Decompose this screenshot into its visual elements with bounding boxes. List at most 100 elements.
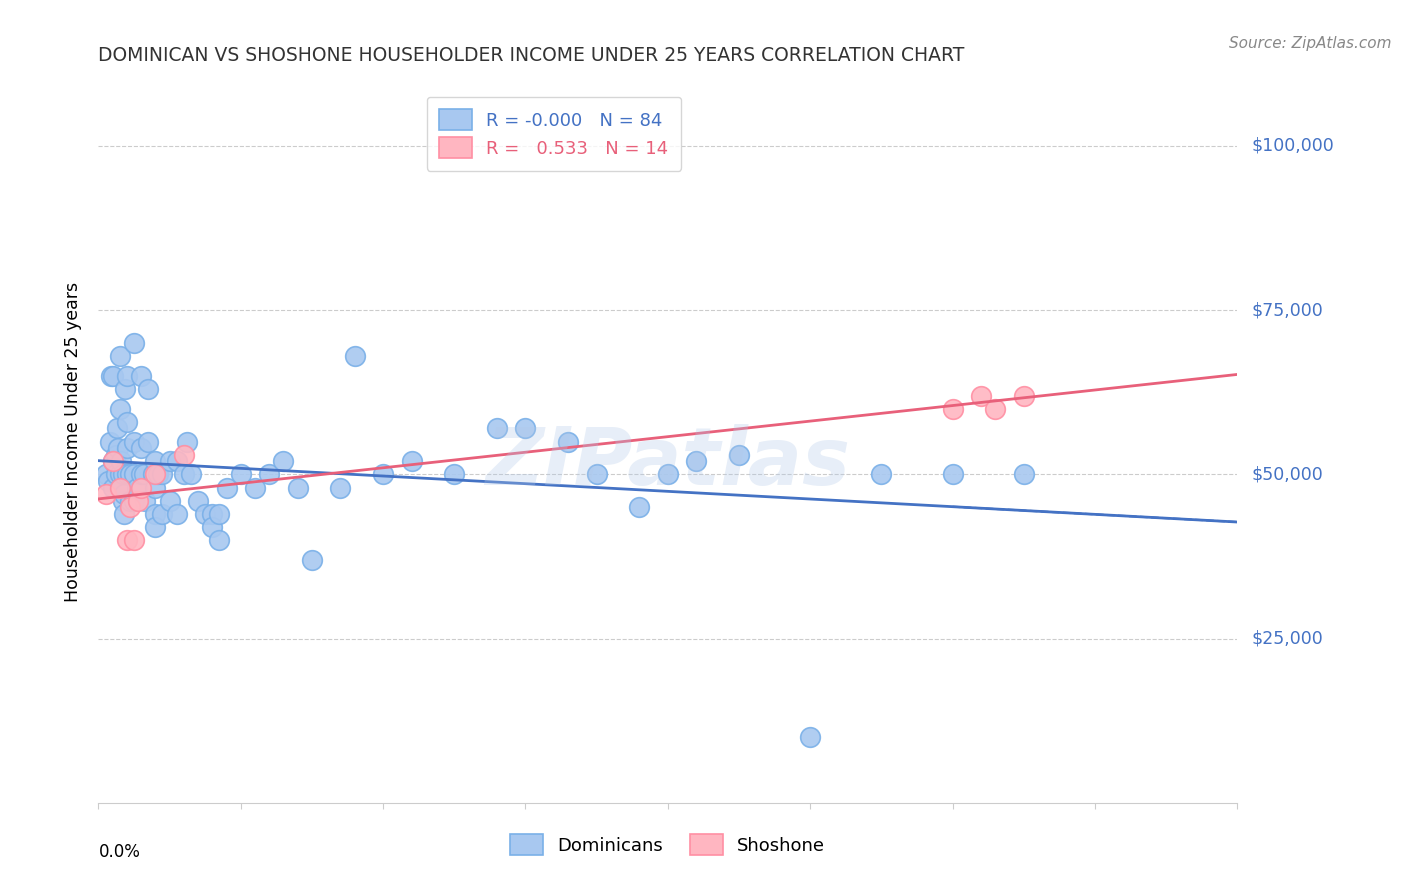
Point [373, 467, 395, 482]
Point [136, 382, 159, 396]
Point [201, 520, 224, 534]
Legend: Dominicans, Shoshone: Dominicans, Shoshone [499, 823, 837, 866]
Point [101, 368, 124, 383]
Point [152, 507, 174, 521]
Point [166, 454, 188, 468]
Point [125, 481, 148, 495]
Point [287, 481, 309, 495]
Point [110, 454, 132, 468]
Point [557, 434, 579, 449]
Point [98, 434, 121, 449]
Point [208, 533, 231, 547]
Point [148, 467, 170, 482]
Point [443, 467, 465, 482]
Point [118, 500, 141, 515]
Point [159, 454, 181, 468]
Point [243, 481, 266, 495]
Point [984, 401, 1007, 416]
Point [159, 493, 181, 508]
Point [166, 507, 188, 521]
Point [115, 441, 138, 455]
Point [115, 368, 138, 383]
Point [970, 388, 993, 402]
Point [132, 467, 155, 482]
Text: Source: ZipAtlas.com: Source: ZipAtlas.com [1229, 36, 1392, 51]
Text: $25,000: $25,000 [1251, 630, 1323, 648]
Point [94, 467, 117, 482]
Point [115, 467, 138, 482]
Point [101, 454, 124, 468]
Point [870, 467, 893, 482]
Point [122, 336, 145, 351]
Point [942, 401, 965, 416]
Point [215, 481, 238, 495]
Point [141, 467, 163, 482]
Point [208, 507, 231, 521]
Point [129, 467, 152, 482]
Point [127, 493, 149, 508]
Point [118, 493, 141, 508]
Point [201, 507, 224, 521]
Point [100, 368, 122, 383]
Point [129, 441, 152, 455]
Point [173, 467, 195, 482]
Point [115, 415, 138, 429]
Point [111, 493, 134, 508]
Point [122, 533, 145, 547]
Point [108, 401, 131, 416]
Point [343, 349, 366, 363]
Point [112, 487, 135, 501]
Point [112, 507, 135, 521]
Y-axis label: Householder Income Under 25 years: Householder Income Under 25 years [65, 282, 83, 601]
Point [173, 448, 195, 462]
Point [401, 454, 423, 468]
Point [259, 467, 281, 482]
Point [129, 368, 152, 383]
Point [101, 454, 124, 468]
Point [108, 467, 131, 482]
Point [108, 481, 131, 495]
Point [94, 487, 117, 501]
Point [329, 481, 352, 495]
Text: $50,000: $50,000 [1251, 466, 1323, 483]
Text: DOMINICAN VS SHOSHONE HOUSEHOLDER INCOME UNDER 25 YEARS CORRELATION CHART: DOMINICAN VS SHOSHONE HOUSEHOLDER INCOME… [98, 45, 965, 65]
Point [685, 454, 707, 468]
Point [105, 421, 128, 435]
Point [486, 421, 509, 435]
Point [273, 454, 295, 468]
Point [145, 520, 167, 534]
Point [728, 448, 751, 462]
Point [115, 533, 138, 547]
Point [145, 481, 167, 495]
Point [180, 467, 202, 482]
Point [108, 481, 131, 495]
Point [104, 448, 127, 462]
Point [122, 493, 145, 508]
Point [187, 493, 209, 508]
Point [585, 467, 607, 482]
Text: ZIPatlas: ZIPatlas [485, 425, 851, 502]
Point [152, 467, 174, 482]
Point [97, 474, 120, 488]
Point [145, 467, 167, 482]
Point [136, 434, 159, 449]
Point [657, 467, 679, 482]
Point [1012, 467, 1035, 482]
Text: $100,000: $100,000 [1251, 137, 1334, 155]
Point [176, 434, 198, 449]
Point [107, 441, 129, 455]
Point [628, 500, 651, 515]
Point [122, 467, 145, 482]
Point [942, 467, 965, 482]
Point [799, 730, 821, 744]
Point [114, 382, 136, 396]
Point [108, 349, 131, 363]
Point [129, 481, 152, 495]
Point [122, 434, 145, 449]
Point [229, 467, 252, 482]
Point [301, 553, 323, 567]
Point [118, 467, 141, 482]
Point [111, 467, 134, 482]
Point [145, 507, 167, 521]
Point [101, 481, 124, 495]
